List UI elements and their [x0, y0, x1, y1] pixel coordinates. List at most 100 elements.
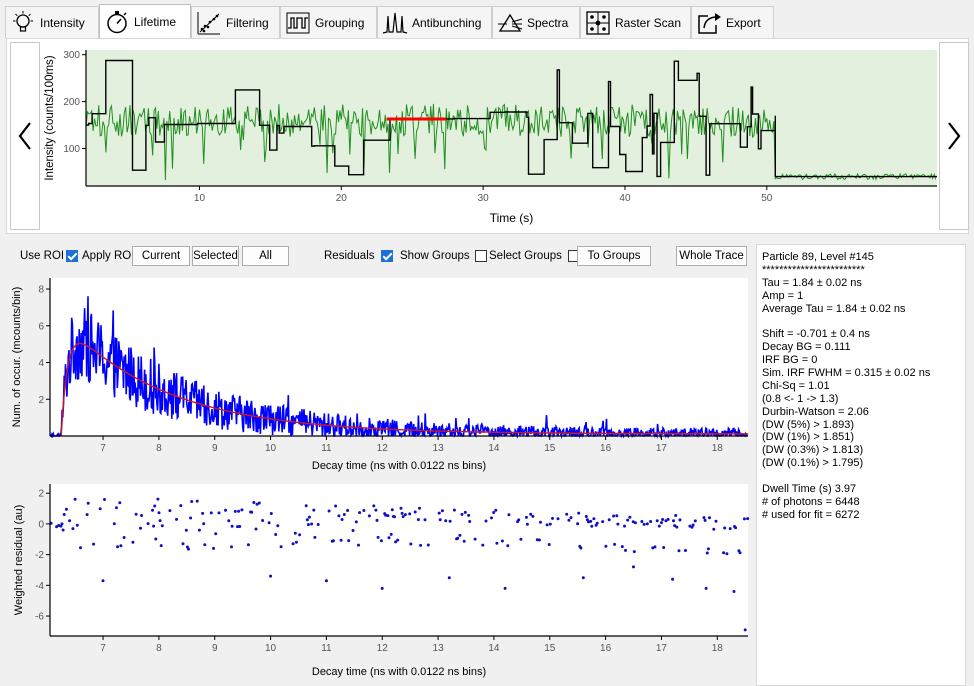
- residual-point: [702, 516, 706, 520]
- residual-point: [376, 535, 380, 539]
- residual-point: [623, 524, 626, 528]
- residual-point: [116, 545, 120, 549]
- residual-point: [101, 579, 105, 583]
- residual-point: [517, 518, 521, 522]
- residual-point: [347, 539, 351, 543]
- selected-button[interactable]: Selected: [192, 246, 239, 266]
- residual-point: [661, 518, 665, 521]
- residual-point: [324, 579, 328, 583]
- residual-point: [304, 504, 308, 508]
- residual-point: [723, 526, 727, 530]
- x-tick-label: 11: [321, 643, 332, 654]
- residual-point: [691, 523, 695, 527]
- residuals-plot[interactable]: 7 8 9 10 11 12 13 14 15 16 17 18 2 0 -2 -4 -6 Decay time …: [8, 478, 754, 684]
- residual-point: [122, 536, 126, 539]
- residual-point: [103, 498, 106, 501]
- apply-roi-checkbox[interactable]: Apply ROI: [62, 245, 134, 267]
- intensity-trace-plot[interactable]: 10 20 30 40 50 100 200 300 Time (s) Intensity (co…: [40, 44, 939, 232]
- residual-point: [712, 527, 716, 531]
- x-axis-label: Decay time (ns with 0.0122 ns bins): [312, 460, 486, 472]
- y-axis-label: Weighted residual (au): [13, 505, 25, 615]
- previous-level-button[interactable]: [10, 42, 40, 230]
- fit-result-line: [762, 470, 960, 483]
- residual-point: [310, 522, 314, 526]
- residual-point: [732, 590, 736, 593]
- residual-point: [274, 533, 278, 536]
- residual-point: [375, 518, 379, 522]
- residual-point: [327, 509, 331, 513]
- tab-grouping[interactable]: Grouping: [280, 6, 377, 38]
- residual-point: [666, 517, 670, 521]
- residual-point: [394, 540, 398, 544]
- residual-point: [202, 522, 206, 526]
- tab-spectra[interactable]: Spectra: [492, 6, 580, 38]
- residual-point: [233, 509, 237, 513]
- residual-point: [738, 551, 742, 555]
- residual-point: [444, 519, 448, 523]
- current-button[interactable]: Current: [132, 246, 190, 266]
- x-tick-label: 13: [433, 643, 445, 654]
- apply-roi-check[interactable]: [66, 250, 78, 262]
- decay-histogram-plot[interactable]: 7 8 9 10 11 12 13 14 15 16 17 18 2 4 6 8 Decay time (ns …: [8, 272, 754, 478]
- residual-point: [342, 513, 346, 516]
- residual-point: [250, 510, 254, 514]
- x-tick-label: 18: [712, 443, 724, 454]
- residual-point: [118, 501, 122, 505]
- show-groups-check[interactable]: [474, 250, 487, 262]
- residuals-checkbox[interactable]: Residuals: [324, 245, 397, 267]
- residual-point: [399, 506, 403, 510]
- residual-point: [157, 511, 161, 515]
- all-button[interactable]: All: [242, 246, 289, 266]
- residual-point: [458, 533, 462, 537]
- residual-point: [160, 524, 164, 528]
- residual-point: [624, 548, 627, 552]
- tab-label: Antibunching: [412, 15, 482, 30]
- residual-point: [68, 519, 72, 523]
- residual-point: [519, 537, 523, 541]
- residual-point: [238, 525, 242, 528]
- x-tick-label: 50: [761, 193, 773, 204]
- tab-antibunching[interactable]: Antibunching: [377, 6, 492, 38]
- residual-point: [154, 537, 158, 541]
- tab-filtering[interactable]: Filtering: [191, 6, 280, 38]
- show-groups-checkbox[interactable]: Show Groups: [400, 245, 491, 267]
- select-groups-checkbox[interactable]: Select Groups: [489, 245, 584, 267]
- grouping-icon: [285, 10, 311, 36]
- residuals-check[interactable]: [380, 250, 393, 262]
- residual-point: [645, 522, 649, 526]
- stopwatch-icon: [104, 9, 130, 35]
- residual-point: [592, 517, 596, 521]
- whole-trace-button[interactable]: Whole Trace: [676, 246, 747, 266]
- y-axis-label: Intensity (counts/100ms): [44, 55, 56, 180]
- residual-point: [158, 519, 162, 523]
- x-tick-label: 9: [212, 443, 218, 454]
- residual-point: [642, 522, 646, 526]
- residual-point: [362, 509, 366, 512]
- tab-raster-scan[interactable]: Raster Scan: [580, 6, 691, 38]
- plot-area: [86, 50, 937, 186]
- residual-point: [237, 509, 241, 513]
- residual-point: [706, 547, 710, 551]
- select-groups-label: Select Groups: [489, 250, 562, 262]
- to-groups-button[interactable]: To Groups: [577, 246, 651, 266]
- residual-point: [305, 518, 309, 522]
- residual-point: [525, 522, 529, 526]
- export-icon: [696, 10, 722, 36]
- residual-point: [545, 523, 549, 527]
- residual-point: [92, 542, 96, 546]
- tab-label: Grouping: [315, 15, 365, 30]
- residual-point: [255, 502, 259, 506]
- residual-point: [267, 521, 271, 525]
- residual-point: [246, 543, 250, 547]
- residual-point: [189, 516, 193, 520]
- next-level-button[interactable]: [939, 42, 969, 230]
- residual-point: [567, 518, 571, 522]
- residual-point: [481, 543, 485, 547]
- fit-results-panel: Particle 89, Level #145 *****************…: [756, 244, 966, 686]
- tab-intensity[interactable]: Intensity: [5, 6, 99, 38]
- chevron-left-icon: [18, 122, 31, 150]
- residual-point: [119, 544, 123, 548]
- tab-export[interactable]: Export: [691, 6, 774, 38]
- residual-point: [460, 512, 464, 516]
- tab-lifetime[interactable]: Lifetime: [99, 4, 191, 39]
